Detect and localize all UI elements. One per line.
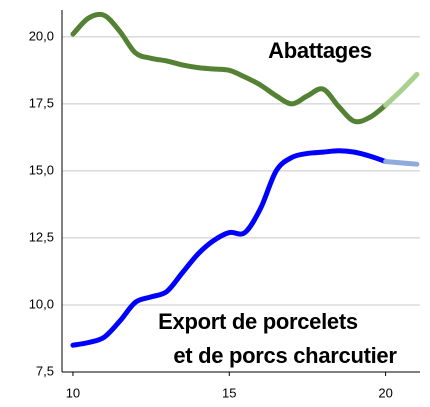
projection-line xyxy=(383,71,420,108)
series-line xyxy=(70,148,389,348)
y-tick-label: 7,5 xyxy=(36,363,54,378)
y-tick-label: 10,0 xyxy=(29,296,54,311)
projection-line xyxy=(383,159,420,167)
x-tick-label: 15 xyxy=(222,385,236,400)
annotation: et de porcs charcutier xyxy=(173,343,397,368)
y-tick-label: 20,0 xyxy=(29,28,54,43)
y-tick-label: 12,5 xyxy=(29,229,54,244)
x-tick-label: 20 xyxy=(378,385,392,400)
y-tick-label: 17,5 xyxy=(29,95,54,110)
y-tick-label: 15,0 xyxy=(29,162,54,177)
annotation: Abattages xyxy=(268,38,372,63)
annotation: Export de porcelets xyxy=(158,309,358,334)
x-tick-label: 10 xyxy=(66,385,80,400)
series-line xyxy=(70,11,389,125)
